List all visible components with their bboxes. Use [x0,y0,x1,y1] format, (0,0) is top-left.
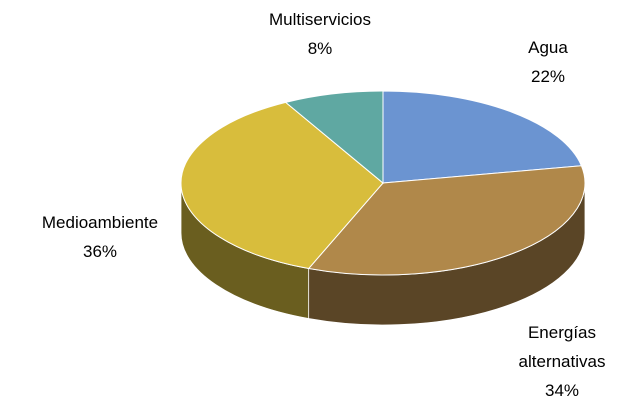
slice [382,90,583,184]
slice-label: Medioambiente 36% [20,208,180,266]
slice-label: Agua 22% [503,33,593,91]
category-name: Medioambiente [41,213,159,232]
value-label: 34% [544,381,580,400]
value-label: 36% [82,242,118,261]
slice-label: Multiservicios 8% [250,5,390,63]
category-name: Energías alternativas [518,323,606,371]
category-name: Multiservicios [268,10,372,29]
slice [180,101,384,270]
slice-label: Energías alternativas 34% [507,318,617,405]
slice [284,90,384,185]
value-label: 8% [307,39,333,58]
category-name: Agua [528,38,568,57]
value-label: 22% [530,67,566,86]
slice [307,165,586,276]
